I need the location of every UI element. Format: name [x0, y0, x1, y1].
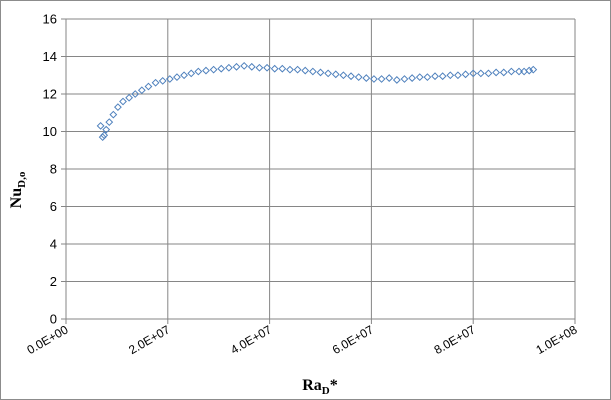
data-point: [278, 64, 287, 73]
data-point: [286, 65, 294, 74]
x-tick-label: 8.0E+07: [432, 322, 478, 357]
data-point: [324, 69, 333, 78]
data-point: [499, 68, 508, 77]
data-point: [301, 66, 310, 75]
x-axis-title-base: Ra: [302, 377, 322, 394]
data-point: [293, 65, 302, 74]
y-axis-title-base: Nu: [8, 188, 25, 209]
x-axis-title-suffix: *: [330, 377, 338, 394]
y-tick-label: 16: [43, 12, 57, 27]
y-tick-label: 8: [50, 162, 57, 177]
data-point: [476, 69, 485, 78]
data-point: [423, 73, 432, 82]
data-point: [119, 97, 127, 106]
y-axis-title-subscript: D,o: [16, 171, 28, 188]
data-point: [263, 63, 271, 72]
y-tick-label: 10: [43, 124, 57, 139]
data-point: [217, 64, 226, 73]
data-point: [125, 93, 134, 102]
data-point: [331, 70, 340, 79]
y-axis-title: NuD,o: [8, 171, 28, 208]
y-tick-label: 14: [43, 49, 57, 64]
x-tick-label: 2.0E+07: [126, 322, 172, 357]
y-tick-label: 4: [50, 237, 57, 252]
plot-area: 0 2 4 6 8 10 12 14 16 0.0E+00 2.0E+07 4.0E+07 6.0E+0…: [24, 12, 579, 358]
data-point: [100, 131, 109, 140]
x-axis-title-subscript: D: [322, 385, 330, 397]
data-point: [173, 73, 181, 82]
data-point: [137, 86, 146, 95]
data-point: [209, 65, 218, 74]
data-point: [255, 63, 264, 72]
data-point: [370, 75, 378, 83]
data-point: [270, 64, 279, 73]
data-point: [400, 75, 409, 83]
data-point: [180, 71, 188, 80]
data-point: [347, 72, 355, 81]
data-point: [144, 82, 153, 91]
data-point: [515, 67, 523, 76]
data-point: [529, 65, 538, 74]
data-point: [446, 71, 455, 80]
data-point: [109, 110, 118, 119]
x-tick-label: 4.0E+07: [228, 322, 274, 357]
data-point: [461, 70, 470, 79]
data-point: [308, 67, 317, 76]
data-point: [408, 74, 417, 82]
data-point: [187, 69, 196, 78]
data-point: [525, 66, 534, 75]
data-point: [224, 63, 233, 72]
y-tick-label: 0: [50, 312, 57, 327]
data-point: [96, 121, 105, 130]
data-point: [492, 68, 501, 77]
data-point: [454, 71, 462, 80]
x-tick-label: 0.0E+00: [24, 322, 70, 357]
data-point: [507, 67, 516, 76]
data-point: [202, 66, 210, 75]
data-point: [105, 118, 114, 127]
y-tick-label: 12: [43, 87, 57, 102]
data-point: [151, 78, 160, 87]
data-point: [247, 62, 256, 71]
data-point: [131, 90, 140, 98]
y-tick-label: 6: [50, 199, 57, 214]
data-point: [165, 75, 174, 83]
data-point: [415, 73, 424, 82]
svg-text:RaD*: RaD*: [302, 377, 338, 397]
x-axis-title: RaD*: [302, 377, 338, 397]
data-point: [362, 74, 371, 82]
data-point: [158, 76, 167, 85]
data-point: [232, 62, 241, 71]
data-point: [354, 73, 363, 82]
data-point: [392, 76, 401, 84]
data-point: [431, 72, 439, 81]
data-point: [385, 74, 394, 82]
data-point: [316, 68, 325, 77]
data-point: [339, 71, 348, 80]
data-point: [114, 103, 122, 112]
data-point: [377, 75, 386, 83]
y-tick-label: 2: [50, 274, 57, 289]
x-tick-label: 1.0E+08: [533, 322, 579, 357]
data-point: [102, 125, 111, 134]
data-point: [98, 133, 107, 142]
data-point: [438, 72, 447, 81]
data-point: [240, 61, 249, 70]
data-point: [484, 69, 493, 78]
data-point: [469, 69, 478, 78]
x-tick-label: 6.0E+07: [330, 322, 376, 357]
data-point: [194, 67, 203, 76]
svg-text:NuD,o: NuD,o: [8, 171, 28, 208]
